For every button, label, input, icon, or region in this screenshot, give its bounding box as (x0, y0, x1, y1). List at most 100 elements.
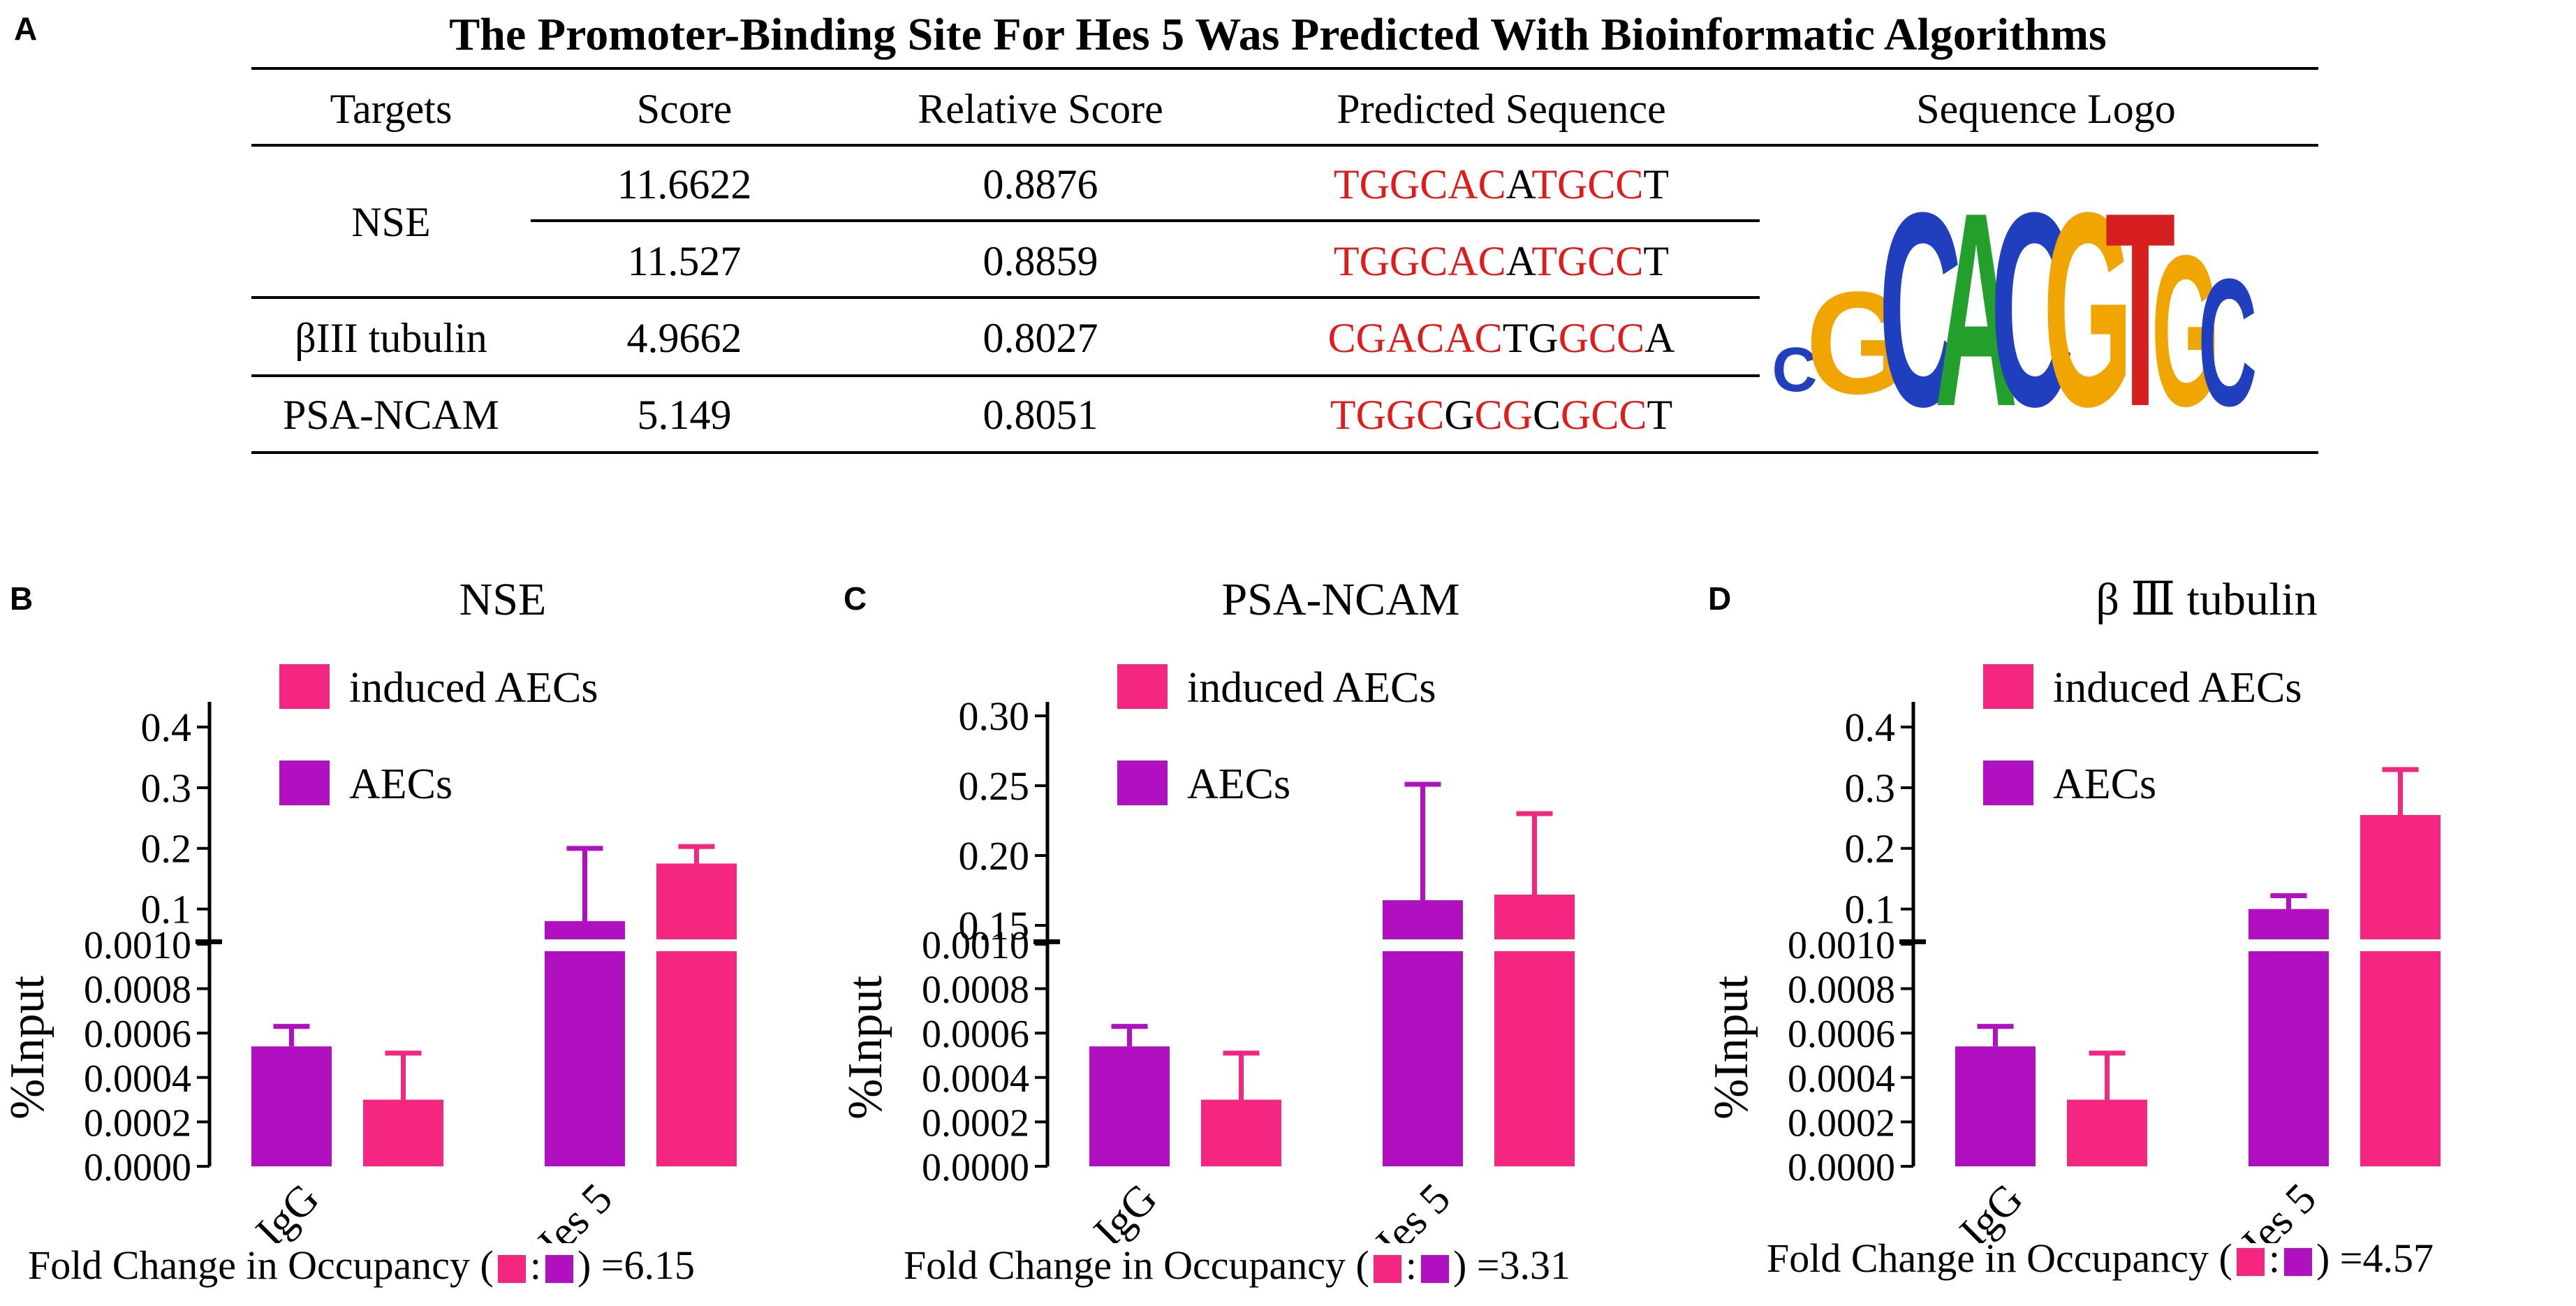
header-sequence-logo: Sequence Logo (1916, 86, 2176, 132)
header-predicted-sequence: Predicted Sequence (1337, 86, 1666, 132)
y-tick-label: 0.0002 (922, 1101, 1029, 1145)
header-targets: Targets (330, 86, 452, 132)
chart-svg: NSE%Input0.10.20.30.40.00000.00020.00040… (1, 574, 737, 1279)
bar (2360, 951, 2441, 1166)
aecs-swatch (1420, 1255, 1449, 1283)
bar (2067, 1099, 2147, 1166)
y-tick-label: 0.0002 (1788, 1101, 1895, 1145)
fold-change-label: Fold Change in Occupancy ( (1767, 1235, 2232, 1281)
aecs-swatch (2283, 1248, 2312, 1276)
y-tick-label: 0.0006 (1788, 1013, 1895, 1056)
relative-score-cell: 0.8027 (982, 315, 1098, 361)
y-tick-label: 0.2 (1845, 826, 1896, 872)
sequence-cell: TGGCGCGCGCCT (1330, 392, 1673, 438)
fold-separator: : (529, 1242, 541, 1288)
score-cell: 11.527 (627, 238, 742, 284)
sequence-cell: TGGCACATGCCT (1333, 161, 1670, 207)
y-tick-label: 0.0006 (84, 1013, 191, 1056)
y-tick-label: 0.25 (959, 763, 1030, 809)
induced-swatch (1373, 1255, 1401, 1283)
table-header-rule (251, 144, 2318, 147)
chart-nse: NSE %Input 0.1 0.2 0.3 0.4 0.0000 0.0002 0.0004 0… (0, 559, 852, 1279)
logo-letter: C (1774, 335, 1818, 405)
table-title: The Promoter-Binding Site For Hes 5 Was … (449, 9, 2107, 60)
fold-separator: : (1405, 1242, 1417, 1288)
logo-letter: A (1934, 168, 2017, 433)
fold-change-d: Fold Change in Occupancy (:) =4.57 (1767, 1235, 2434, 1282)
y-tick-label: 0.0010 (922, 924, 1029, 967)
y-tick-label: 0.3 (141, 765, 192, 811)
bar (656, 863, 737, 939)
induced-swatch (497, 1255, 526, 1283)
y-tick-label: 0.0004 (1788, 1057, 1895, 1101)
y-tick-label: 0.2 (141, 826, 192, 872)
bar (363, 1099, 443, 1166)
table-top-rule (251, 67, 2318, 70)
x-tick-label: IgG (1085, 1175, 1166, 1243)
score-cell: 5.149 (637, 392, 732, 438)
panel-label-a: A (14, 10, 38, 47)
header-score: Score (636, 86, 733, 132)
y-axis-label: %Input (1705, 975, 1758, 1120)
logo-letter: C (1878, 168, 1962, 433)
legend-swatch (1117, 664, 1168, 709)
relative-score-cell: 0.8859 (982, 238, 1098, 284)
induced-swatch (2236, 1248, 2265, 1276)
panel-label-d: D (1708, 580, 1732, 617)
legend-swatch (1117, 761, 1168, 805)
y-axis-label: %Input (1, 975, 54, 1120)
y-tick-label: 0.1 (141, 887, 192, 932)
bar (1494, 895, 1575, 939)
target-cell: PSA-NCAM (282, 392, 500, 438)
bar (251, 1046, 332, 1166)
y-tick-label: 0.0010 (1788, 924, 1895, 967)
bar (2360, 814, 2441, 939)
bar (656, 951, 737, 1166)
x-tick-label: Hes 5 (1355, 1175, 1459, 1243)
logo-letter: C (2198, 240, 2257, 433)
x-tick-label: IgG (1951, 1175, 2032, 1243)
sequence-logo: C G C A C G T G C (1774, 168, 2257, 433)
aecs-swatch (545, 1255, 573, 1283)
y-tick-label: 0.0010 (84, 924, 191, 967)
chart-svg: PSA-NCAM%Input0.150.200.250.300.00000.00… (839, 574, 1575, 1279)
fold-change-label: Fold Change in Occupancy ( (904, 1242, 1369, 1288)
bar (545, 951, 625, 1166)
y-tick-label: 0.0000 (922, 1146, 1029, 1189)
table-bottom-rule (251, 451, 2318, 454)
y-tick-label: 0.15 (959, 903, 1030, 948)
bar (2249, 909, 2329, 939)
y-tick-label: 0.0004 (84, 1057, 191, 1101)
y-tick-label: 0.1 (1845, 887, 1896, 932)
target-cell: βIII tubulin (295, 315, 487, 361)
legend-label: induced AECs (349, 664, 598, 712)
y-tick-label: 0.4 (141, 705, 192, 750)
bar (1089, 1046, 1170, 1166)
x-tick-label: Hes 5 (2221, 1175, 2325, 1243)
bar (1494, 951, 1575, 1166)
x-tick-label: IgG (247, 1175, 328, 1243)
legend-label: induced AECs (2053, 664, 2302, 712)
score-cell: 4.9662 (626, 315, 742, 361)
y-axis-label: %Input (839, 975, 892, 1120)
bar (1383, 951, 1463, 1166)
logo-letter: C (1990, 168, 2073, 433)
bar (1955, 1046, 2036, 1166)
y-tick-label: 0.0002 (84, 1101, 191, 1145)
sequence-cell: TGGCACATGCCT (1333, 238, 1670, 284)
fold-separator: : (2268, 1235, 2280, 1281)
chart-psa-ncam: PSA-NCAM %Input 0.15 0.20 0.25 0.30 0.0000 0.00… (838, 559, 1690, 1279)
fold-change-c: Fold Change in Occupancy (:) =3.31 (904, 1242, 1570, 1289)
y-tick-label: 0.4 (1845, 705, 1896, 750)
fold-change-b: Fold Change in Occupancy (:) =6.15 (28, 1242, 695, 1289)
score-cell: 11.6622 (617, 161, 752, 207)
legend-label: induced AECs (1187, 664, 1436, 712)
panel-label-b: B (10, 580, 34, 617)
legend-label: AECs (1187, 761, 1290, 808)
y-tick-label: 0.0000 (1788, 1146, 1895, 1189)
panel-label-c: C (844, 580, 867, 617)
legend-label: AECs (349, 761, 452, 808)
y-tick-label: 0.20 (959, 833, 1030, 879)
bar (1201, 1099, 1281, 1166)
relative-score-cell: 0.8051 (982, 392, 1098, 438)
